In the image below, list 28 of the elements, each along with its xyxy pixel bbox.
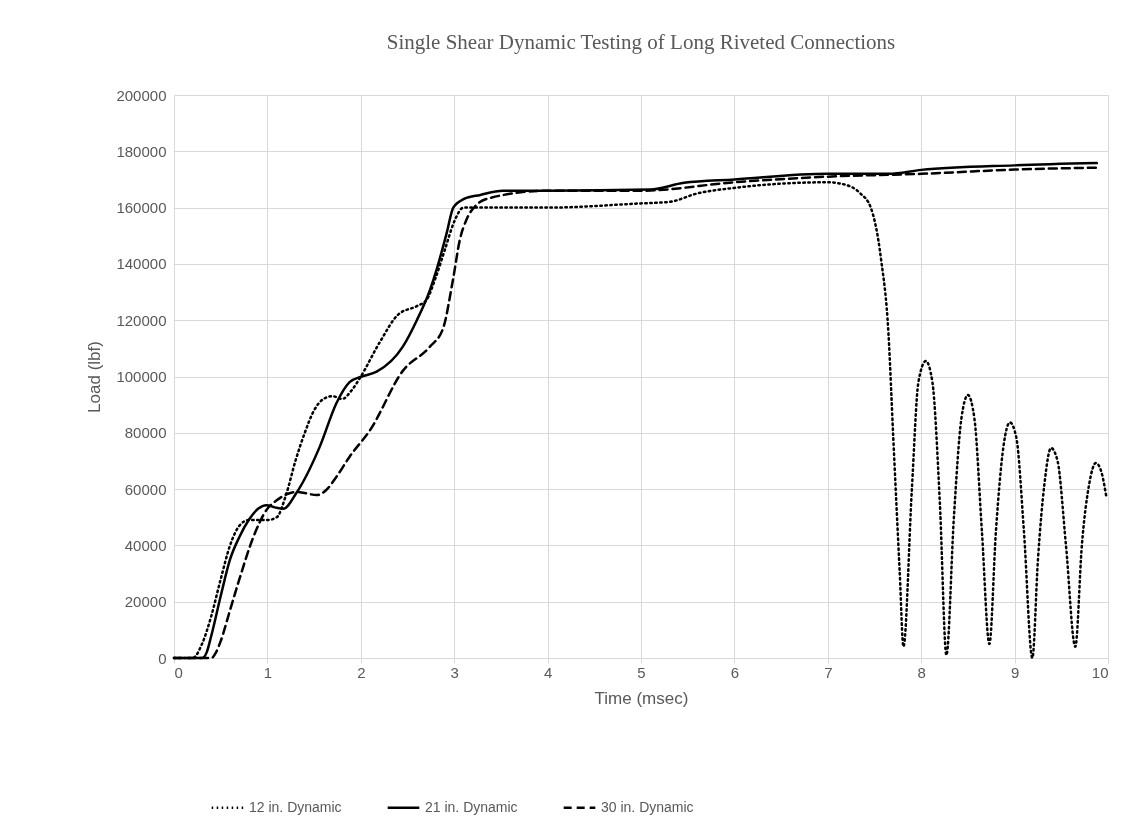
y-tick-label: 100000 [116,368,167,385]
x-tick-label: 2 [357,663,366,681]
y-tick-label: 160000 [116,199,167,217]
legend-label: 30 in. Dynamic [601,798,694,815]
legend-label: 12 in. Dynamic [249,798,342,815]
y-tick-label: 20000 [124,593,167,611]
y-tick-label: 120000 [116,311,167,329]
y-tick-label: 200000 [116,86,167,104]
x-axis-title: Time (msec) [594,688,689,708]
x-tick-label: 7 [824,663,833,681]
y-tick-label: 0 [158,649,167,667]
x-tick-label: 4 [543,663,553,681]
y-tick-label: 60000 [124,480,167,498]
y-tick-label: 140000 [116,255,167,273]
x-tick-label: 1 [263,663,273,681]
x-tick-label: 6 [730,663,740,681]
y-tick-label: 40000 [124,536,167,554]
x-tick-label: 5 [637,663,646,681]
legend-label: 21 in. Dynamic [425,798,518,815]
x-tick-label: 0 [174,663,183,681]
x-tick-label: 10 [1091,663,1109,681]
x-tick-label: 8 [917,663,926,681]
y-tick-label: 180000 [116,142,167,160]
y-tick-label: 80000 [124,424,167,442]
x-tick-label: 3 [450,663,459,681]
x-tick-label: 9 [1010,663,1020,681]
y-axis-title: Load (lbf) [85,341,105,413]
chart-title: Single Shear Dynamic Testing of Long Riveted Connections [386,30,896,54]
